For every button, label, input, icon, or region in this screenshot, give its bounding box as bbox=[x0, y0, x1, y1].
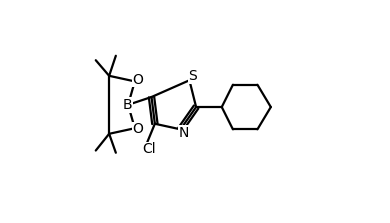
Text: O: O bbox=[132, 73, 143, 87]
Text: S: S bbox=[188, 69, 197, 83]
Text: N: N bbox=[179, 126, 189, 140]
Text: O: O bbox=[132, 122, 143, 136]
Text: Cl: Cl bbox=[142, 142, 156, 156]
Text: B: B bbox=[123, 98, 133, 112]
